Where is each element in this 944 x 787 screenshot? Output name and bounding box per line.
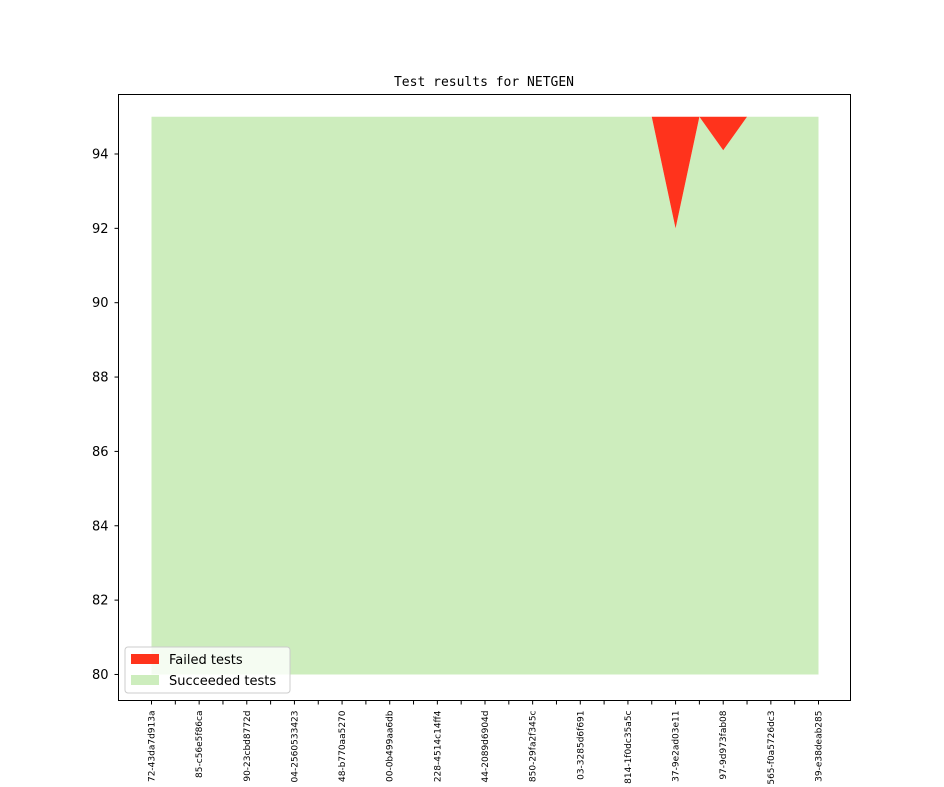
y-tick-label: 92	[92, 222, 109, 237]
x-tick-label: 97-9d973fab08	[719, 710, 729, 779]
x-tick-label: 814-1f0dc35a5c	[624, 710, 634, 783]
legend: Failed tests Succeeded tests	[124, 646, 291, 694]
chart-title: Test results for NETGEN	[394, 75, 574, 90]
x-tick-label: 44-2089d6904d	[481, 711, 491, 783]
x-tick-label: 04-2560533423	[290, 711, 300, 783]
legend-swatch-failed	[131, 654, 159, 664]
x-tick-label: 72-43da7d913a	[148, 711, 158, 783]
series-area-succeeded	[151, 116, 819, 675]
y-axis: 80 82 84 86 88 90 92 94	[92, 147, 119, 683]
x-tick-label: 00-0b499aa6db	[386, 710, 396, 782]
legend-box	[124, 646, 291, 694]
series-area-failed	[151, 116, 819, 229]
legend-swatch-succeeded	[131, 675, 159, 685]
x-tick-label: 03-3285d6f691	[576, 711, 586, 780]
x-tick-label: 37-9e2ad03e11	[672, 711, 682, 782]
legend-label-succeeded: Succeeded tests	[169, 674, 276, 689]
x-tick-label: 565-f0a5726dc3	[767, 711, 777, 785]
plot-area	[151, 116, 819, 675]
x-axis: 72-43da7d913a 85-c56e5f86ca 90-23cbd8772d 0…	[148, 700, 825, 785]
x-tick-label: 85-c56e5f86ca	[195, 711, 205, 778]
y-tick-label: 88	[92, 371, 109, 386]
legend-label-failed: Failed tests	[169, 653, 243, 668]
y-tick-label: 82	[92, 594, 109, 609]
x-tick-label: 850-29fa2f345c	[529, 710, 539, 782]
x-tick-label: 39-e38deab285	[815, 711, 825, 782]
x-tick-label: 90-23cbd8772d	[243, 711, 253, 782]
y-tick-label: 90	[92, 296, 109, 311]
plot-frame	[118, 94, 851, 701]
y-tick-label: 80	[92, 668, 109, 683]
x-tick-label: 48-b770aa5270	[338, 710, 348, 782]
y-tick-label: 94	[92, 147, 109, 162]
y-tick-label: 84	[92, 519, 109, 534]
y-tick-label: 86	[92, 445, 109, 460]
x-tick-label: 228-4514c14ff4	[433, 710, 443, 782]
